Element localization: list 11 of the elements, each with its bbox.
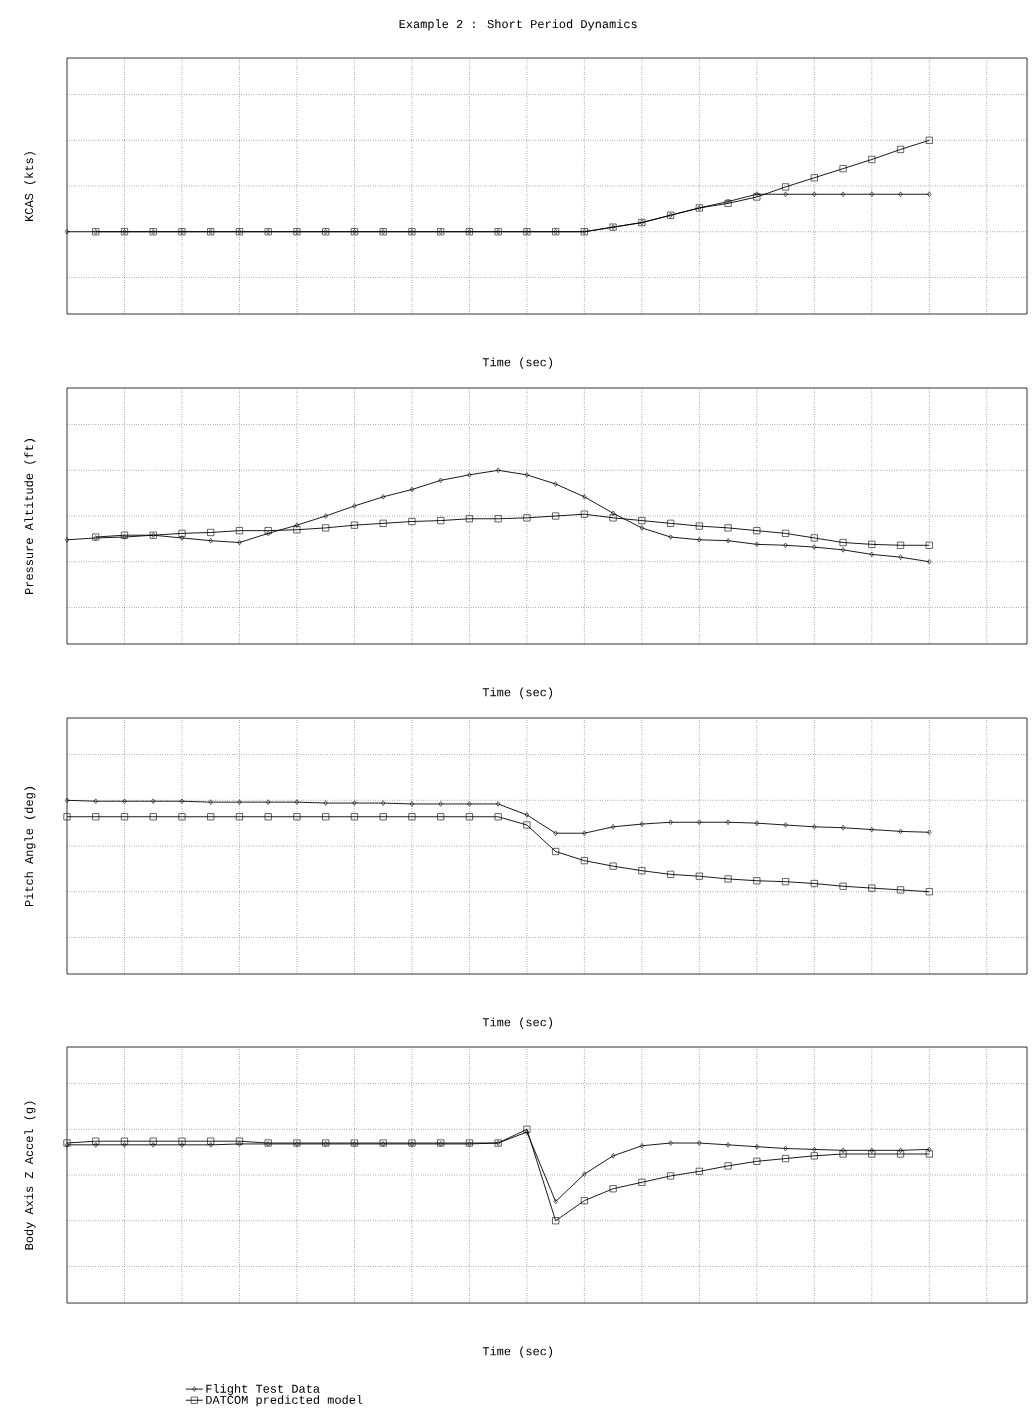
chart-title: Example 2 : Short Period Dynamics xyxy=(399,19,637,31)
y-axis-title: Body Axis Z Accel (g) xyxy=(24,1101,36,1250)
y-axis-title: KCAS (kts) xyxy=(24,152,36,221)
x-axis-title: Time (sec) xyxy=(482,1346,553,1358)
x-axis-title: Time (sec) xyxy=(482,1017,553,1029)
legend-label: Flight Test Data xyxy=(206,1384,320,1396)
y-axis-title: Pitch Angle (deg) xyxy=(24,787,36,907)
legend-label: DATCOM predicted model xyxy=(206,1395,363,1407)
x-axis-title: Time (sec) xyxy=(482,687,553,699)
y-axis-title: Pressure Altitude (ft) xyxy=(24,439,36,594)
x-axis-title: Time (sec) xyxy=(482,357,553,369)
